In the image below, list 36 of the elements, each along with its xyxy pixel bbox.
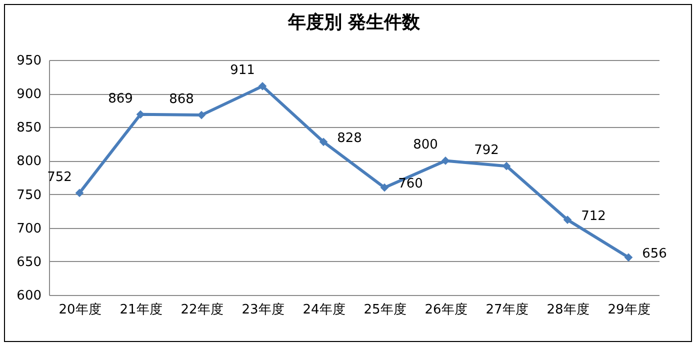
x-tick-label: 26年度 [424,302,468,318]
x-tick-label: 21年度 [120,302,162,318]
point [624,253,633,262]
y-tick-label: 950 [16,54,42,68]
chart-title: 年度別 発生件数 [286,12,422,33]
x-tick-label: 25年度 [364,302,406,318]
point [319,138,328,146]
y-tick-label: 900 [16,87,42,102]
point [75,188,84,198]
data-label: 828 [337,130,362,146]
y-tick-label: 650 [16,254,42,270]
x-tick-label: 27年度 [486,302,528,318]
x-tick-label: 28年度 [546,302,590,318]
x-tick-label: 24年度 [302,302,346,318]
data-label: 752 [47,170,72,185]
data-label: 868 [169,92,194,108]
x-tick-label: 20年度 [58,302,102,318]
y-tick-label: 700 [16,221,42,236]
x-tick-label: 29年度 [608,302,650,318]
y-tick-label: 750 [16,188,42,203]
y-tick-label: 600 [16,288,42,304]
data-label: 712 [581,208,606,224]
data-label: 760 [398,176,423,192]
x-tick-label: 23年度 [242,302,284,318]
data-label: 800 [413,138,438,153]
y-tick-label: 800 [16,154,42,170]
point [502,162,511,170]
y-tick-label: 850 [16,120,42,136]
point [380,183,389,192]
data-label: 656 [642,246,667,262]
data-label: 869 [108,91,133,106]
data-label: 911 [230,63,255,78]
x-tick-label: 22年度 [180,302,224,318]
point [563,216,572,224]
point [258,82,267,90]
data-label: 792 [474,143,499,158]
